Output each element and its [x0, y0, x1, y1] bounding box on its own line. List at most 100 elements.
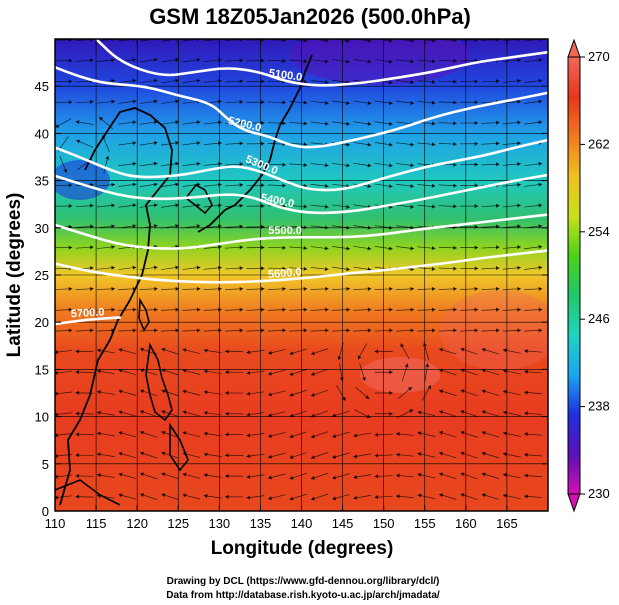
wind-arrow: [439, 410, 457, 417]
y-tick-label: 10: [35, 410, 49, 425]
wind-arrow: [268, 473, 286, 480]
wind-arrow: [96, 224, 115, 229]
wind-arrow: [161, 347, 179, 355]
x-tick-label: 150: [373, 516, 395, 531]
wind-arrow: [96, 286, 115, 291]
wind-arrow: [246, 183, 265, 188]
wind-arrow: [246, 412, 265, 417]
wind-arrow: [353, 100, 372, 106]
wind-arrow: [118, 368, 137, 375]
wind-arrow: [225, 390, 244, 396]
wind-arrow: [331, 286, 350, 291]
wind-arrow: [524, 78, 543, 83]
wind-arrow: [203, 78, 222, 83]
wind-arrow: [481, 120, 500, 125]
wind-arrow: [182, 410, 201, 417]
wind-arrow: [438, 100, 457, 105]
y-tick-label: 15: [35, 362, 49, 377]
x-tick-label: 165: [496, 516, 518, 531]
y-tick-label: 25: [35, 268, 49, 283]
wind-arrow: [118, 203, 137, 208]
wind-arrow: [75, 58, 94, 63]
wind-arrow: [289, 369, 307, 376]
wind-arrow: [353, 59, 372, 64]
wind-arrow: [289, 389, 307, 397]
wind-arrow: [55, 328, 73, 333]
wind-arrow: [203, 473, 222, 478]
wind-arrow: [75, 370, 94, 375]
colorbar-tick-label: 270: [588, 49, 610, 64]
wind-arrow: [289, 473, 307, 480]
wind-arrow: [438, 266, 457, 271]
wind-arrow: [524, 369, 543, 374]
wind-arrow: [246, 370, 265, 376]
wind-arrow: [268, 432, 286, 438]
wind-arrow: [310, 452, 329, 460]
wind-arrow: [55, 203, 73, 209]
wind-arrow: [438, 328, 457, 333]
wind-arrow: [182, 265, 201, 270]
wind-arrow: [55, 307, 73, 312]
wind-arrow: [225, 99, 244, 104]
wind-arrow: [103, 155, 110, 174]
wind-arrow: [225, 141, 244, 146]
y-axis: 0 5 10 15 20 25 30 35 40 45: [35, 79, 548, 519]
wind-arrow: [225, 307, 244, 312]
wind-arrow: [331, 328, 350, 333]
wind-arrow: [524, 328, 543, 333]
wind-arrow: [203, 390, 222, 395]
wind-arrow: [289, 142, 308, 147]
wind-arrow: [438, 245, 457, 250]
wind-arrow: [59, 156, 68, 174]
wind-arrow: [182, 431, 201, 438]
wind-arrow: [310, 328, 329, 333]
wind-arrow: [289, 59, 308, 64]
wind-arrow: [289, 307, 308, 312]
wind-arrow: [97, 369, 115, 375]
wind-arrow: [289, 493, 307, 501]
wind-arrow: [460, 120, 479, 126]
x-tick-label: 130: [208, 516, 230, 531]
wind-arrow: [353, 266, 372, 272]
wind-arrow: [118, 120, 137, 125]
wind-arrow: [246, 245, 265, 250]
wind-arrow: [203, 452, 222, 457]
wind-arrow: [460, 141, 479, 146]
wind-arrow: [502, 328, 521, 333]
wind-arrow: [118, 328, 137, 333]
wind-arrow: [481, 328, 500, 333]
wind-arrow: [97, 431, 115, 437]
wind-arrow: [225, 58, 244, 63]
wind-arrow: [310, 183, 329, 189]
asia-coast: [59, 107, 173, 506]
wind-arrow: [118, 307, 137, 312]
wind-arrow: [139, 120, 158, 125]
wind-arrow: [267, 162, 286, 167]
wind-arrow: [246, 453, 265, 459]
wind-arrow: [75, 286, 94, 291]
wind-arrow: [225, 286, 244, 291]
wind-arrow: [203, 245, 222, 250]
wind-arrow: [396, 307, 415, 312]
korea-coast: [184, 183, 213, 215]
wind-arrow: [161, 265, 179, 271]
wind-arrow: [182, 389, 201, 396]
wind-arrow: [331, 121, 350, 126]
wind-arrow: [502, 389, 521, 396]
wind-arrow: [182, 368, 201, 375]
wind-arrow: [75, 203, 94, 208]
wind-arrow: [182, 286, 201, 291]
wind-arrow: [289, 121, 308, 126]
wind-arrow: [502, 182, 521, 187]
wind-arrow: [417, 79, 436, 85]
wind-arrow: [359, 363, 366, 381]
wind-arrow: [310, 307, 329, 312]
wind-arrow: [502, 307, 521, 312]
wind-arrow: [331, 59, 350, 64]
wind-arrow: [481, 451, 500, 459]
wind-arrow: [310, 246, 329, 251]
height-contours: 5100.05200.05300.05400.05500.05600.05700…: [55, 39, 548, 326]
contour-line: [55, 66, 548, 149]
wind-arrow: [246, 120, 265, 126]
wind-arrow: [139, 161, 158, 167]
